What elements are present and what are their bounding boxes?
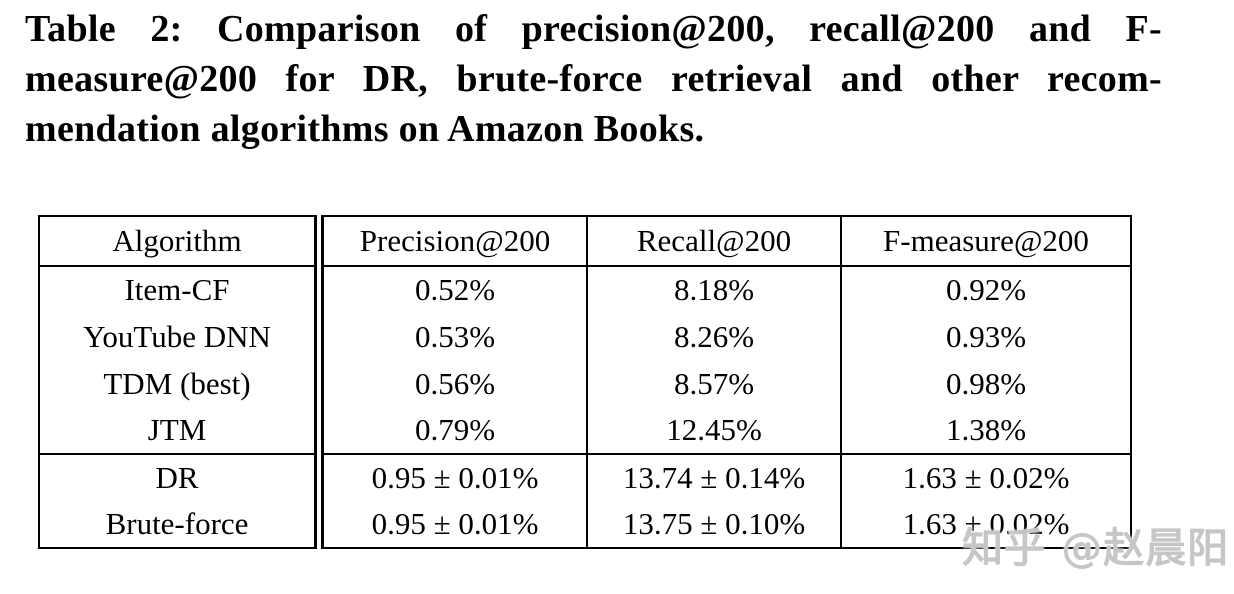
- algorithm-cell: TDM (best): [39, 360, 324, 407]
- precision-cell: 0.95 ± 0.01%: [319, 501, 588, 548]
- table-caption: Table 2: Comparison of precision@200, re…: [25, 4, 1162, 154]
- caption-line-2: measure@200 for DR, brute-force retrieva…: [25, 58, 1162, 100]
- table-row: Algorithm Precision@200 Recall@200 F-mea…: [39, 216, 1131, 266]
- proposed-methods-group: DR 0.95 ± 0.01% 13.74 ± 0.14% 1.63 ± 0.0…: [39, 454, 1131, 548]
- fmeasure-cell: 1.63 ± 0.02%: [902, 506, 1070, 541]
- baseline-algorithms-group: Item-CF 0.52% 8.18% 0.92% YouTube DNN 0.…: [39, 266, 1131, 454]
- table-row: DR 0.95 ± 0.01% 13.74 ± 0.14% 1.63 ± 0.0…: [39, 454, 1131, 501]
- fmeasure-cell: 0.98%: [945, 365, 1027, 401]
- algorithm-cell: Item-CF: [39, 266, 324, 313]
- algorithm-cell: YouTube DNN: [39, 313, 324, 360]
- results-table: Algorithm Precision@200 Recall@200 F-mea…: [38, 215, 1132, 549]
- fmeasure-cell: 0.92%: [945, 272, 1027, 307]
- column-header-recall: Recall@200: [587, 216, 842, 266]
- recall-cell: 8.57%: [587, 360, 842, 407]
- table-header-row: Algorithm Precision@200 Recall@200 F-mea…: [39, 216, 1131, 266]
- algorithm-cell: Brute-force: [39, 501, 324, 548]
- algorithm-cell: DR: [39, 454, 324, 501]
- fmeasure-cell: 1.63 ± 0.02%: [902, 460, 1070, 495]
- caption-line-1: Table 2: Comparison of precision@200, re…: [25, 8, 1162, 50]
- caption-line-3: mendation algorithms on Amazon Books.: [25, 108, 705, 150]
- precision-cell: 0.95 ± 0.01%: [319, 454, 588, 501]
- precision-cell: 0.53%: [319, 313, 588, 360]
- precision-cell: 0.56%: [319, 360, 588, 407]
- fmeasure-cell: 1.38%: [945, 412, 1027, 447]
- recall-cell: 8.26%: [587, 313, 842, 360]
- recall-cell: 12.45%: [587, 407, 842, 454]
- table-row: Item-CF 0.52% 8.18% 0.92%: [39, 266, 1131, 313]
- recall-cell: 13.75 ± 0.10%: [587, 501, 842, 548]
- recall-cell: 8.18%: [587, 266, 842, 313]
- column-header-algorithm: Algorithm: [39, 216, 324, 266]
- table-row: YouTube DNN 0.53% 8.26% 0.93%: [39, 313, 1131, 360]
- table-row: TDM (best) 0.56% 8.57% 0.98%: [39, 360, 1131, 407]
- zhihu-watermark: 知乎 @赵晨阳: [962, 524, 1230, 572]
- algorithm-cell: JTM: [39, 407, 324, 454]
- table-row: Brute-force 0.95 ± 0.01% 13.75 ± 0.10% 1…: [39, 501, 1131, 548]
- fmeasure-cell: 0.93%: [945, 318, 1027, 354]
- column-header-precision: Precision@200: [319, 216, 588, 266]
- table-row: JTM 0.79% 12.45% 1.38%: [39, 407, 1131, 454]
- precision-cell: 0.79%: [319, 407, 588, 454]
- recall-cell: 13.74 ± 0.14%: [587, 454, 842, 501]
- precision-cell: 0.52%: [319, 266, 588, 313]
- column-header-fmeasure: F-measure@200: [883, 223, 1089, 258]
